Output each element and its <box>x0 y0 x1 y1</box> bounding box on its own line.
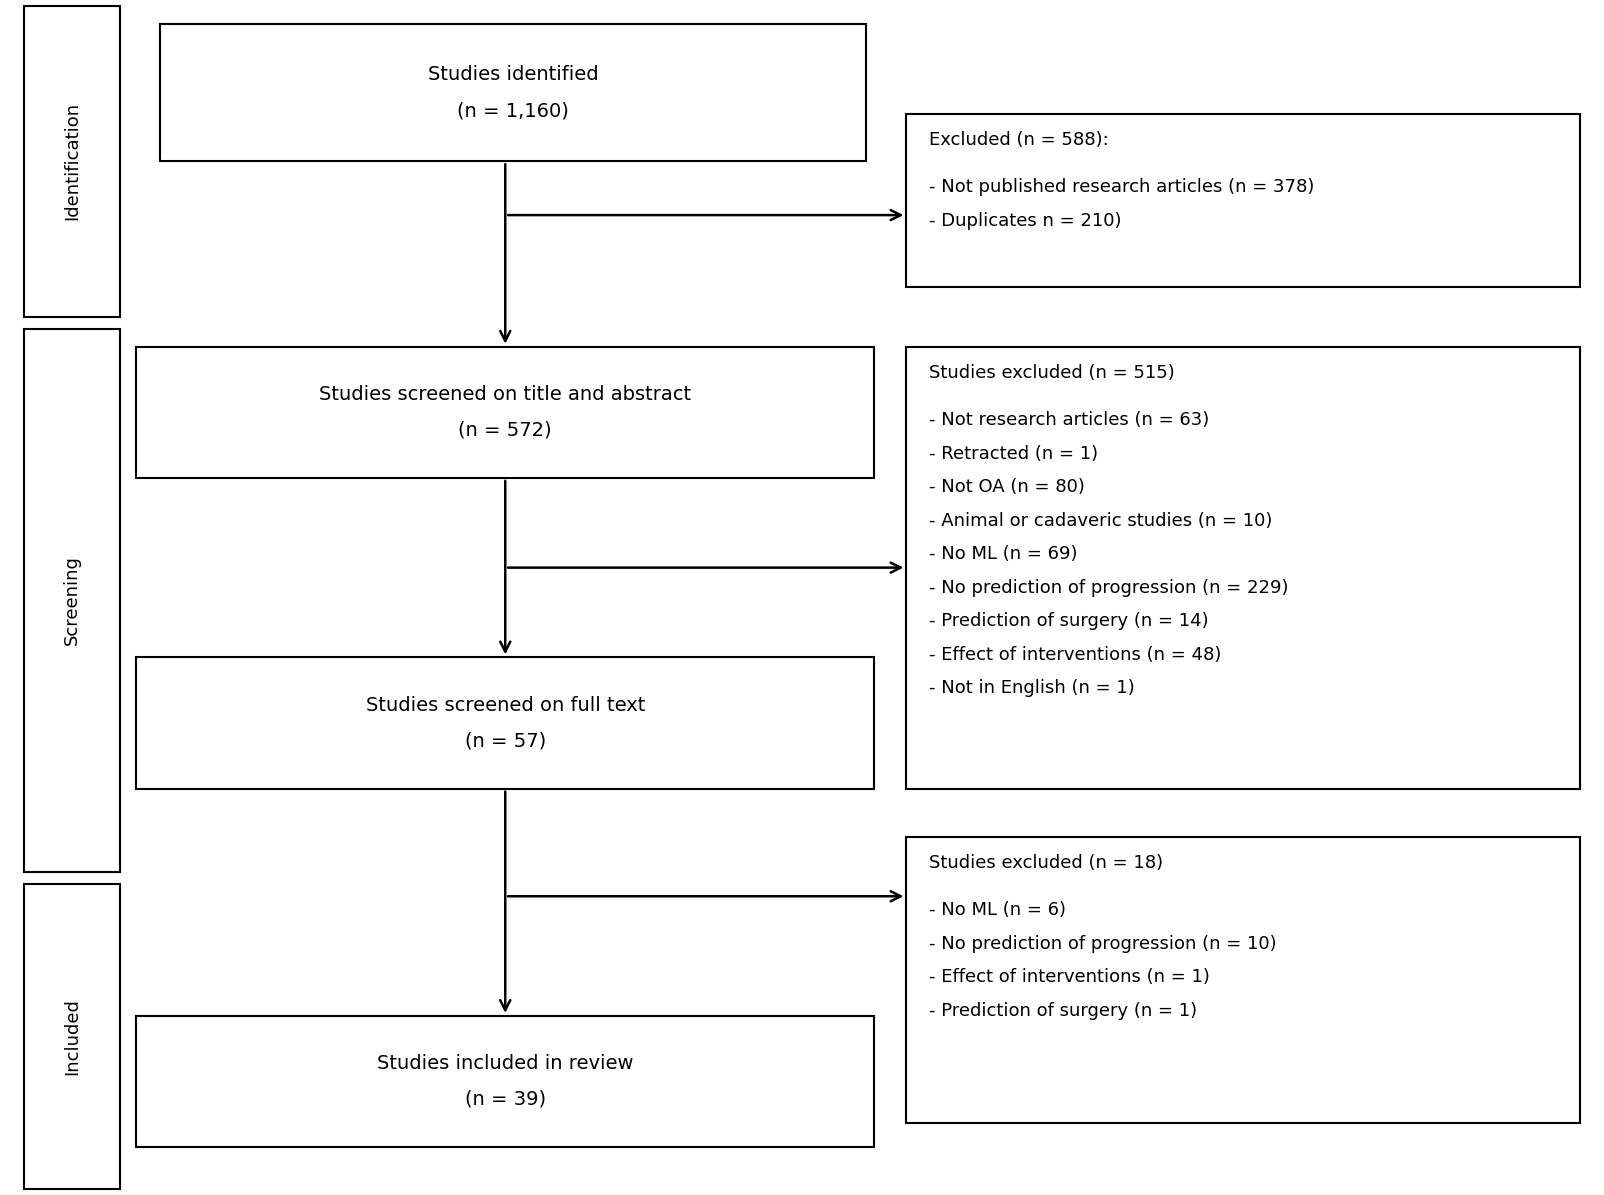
Bar <box>24 884 120 1189</box>
Text: Studies screened on title and abstract: Studies screened on title and abstract <box>319 385 691 404</box>
Text: Included: Included <box>63 998 82 1076</box>
Bar <box>906 836 1580 1123</box>
Text: - Retracted (n = 1): - Retracted (n = 1) <box>929 445 1097 462</box>
Text: - Not published research articles (n = 378): - Not published research articles (n = 3… <box>929 178 1314 196</box>
Bar <box>136 1016 874 1147</box>
Text: - Prediction of surgery (n = 1): - Prediction of surgery (n = 1) <box>929 1001 1197 1019</box>
Bar <box>160 24 866 161</box>
Text: - Duplicates n = 210): - Duplicates n = 210) <box>929 212 1121 229</box>
Text: - Effect of interventions (n = 48): - Effect of interventions (n = 48) <box>929 645 1221 663</box>
Text: - Animal or cadaveric studies (n = 10): - Animal or cadaveric studies (n = 10) <box>929 511 1272 529</box>
Text: (n = 39): (n = 39) <box>465 1090 545 1109</box>
Text: (n = 572): (n = 572) <box>459 421 552 440</box>
Bar <box>906 114 1580 287</box>
Bar <box>24 6 120 317</box>
Text: Excluded (n = 588):: Excluded (n = 588): <box>929 131 1108 149</box>
Text: Studies screened on full text: Studies screened on full text <box>366 695 645 715</box>
Text: Studies included in review: Studies included in review <box>377 1054 634 1073</box>
Text: - No ML (n = 69): - No ML (n = 69) <box>929 545 1078 563</box>
Text: - Effect of interventions (n = 1): - Effect of interventions (n = 1) <box>929 968 1209 986</box>
Text: Identification: Identification <box>63 103 82 220</box>
Bar <box>906 347 1580 789</box>
Text: Studies excluded (n = 18): Studies excluded (n = 18) <box>929 854 1163 872</box>
Text: - Prediction of surgery (n = 14): - Prediction of surgery (n = 14) <box>929 612 1208 630</box>
Bar <box>136 657 874 789</box>
Bar <box>24 329 120 872</box>
Text: Screening: Screening <box>63 556 82 645</box>
Text: - Not in English (n = 1): - Not in English (n = 1) <box>929 679 1134 697</box>
Text: - No prediction of progression (n = 10): - No prediction of progression (n = 10) <box>929 934 1277 952</box>
Text: - No prediction of progression (n = 229): - No prediction of progression (n = 229) <box>929 578 1288 596</box>
Text: - Not research articles (n = 63): - Not research articles (n = 63) <box>929 411 1209 429</box>
Text: - No ML (n = 6): - No ML (n = 6) <box>929 901 1065 919</box>
Text: Studies identified: Studies identified <box>428 66 598 84</box>
Text: (n = 57): (n = 57) <box>465 731 545 750</box>
Text: (n = 1,160): (n = 1,160) <box>457 102 569 120</box>
Bar <box>136 347 874 478</box>
Text: Studies excluded (n = 515): Studies excluded (n = 515) <box>929 364 1174 382</box>
Text: - Not OA (n = 80): - Not OA (n = 80) <box>929 478 1084 496</box>
